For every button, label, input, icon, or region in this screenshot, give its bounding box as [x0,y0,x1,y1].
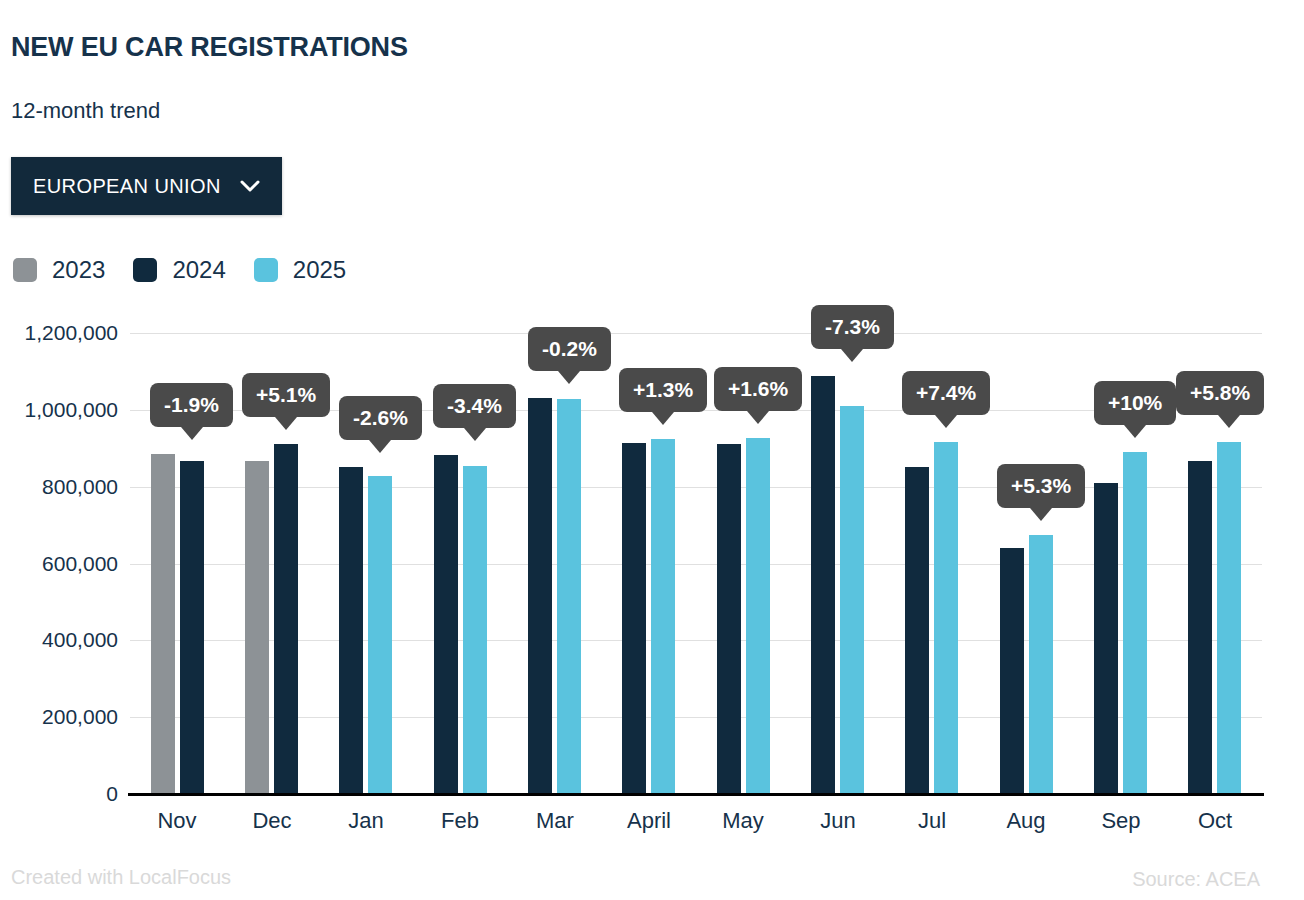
bar-2025-april[interactable] [651,439,675,794]
bar-2025-aug[interactable] [1029,535,1053,794]
page-title: NEW EU CAR REGISTRATIONS [11,32,408,63]
change-tooltip: -1.9% [150,383,233,427]
bar-2024-sep[interactable] [1094,483,1118,794]
region-dropdown[interactable]: EUROPEAN UNION [11,157,282,215]
change-tooltip-tail [369,440,391,453]
bar-2025-oct[interactable] [1217,442,1241,794]
gridline [130,717,1262,718]
x-axis-tick-label: Mar [510,808,600,834]
change-tooltip-tail [1030,508,1052,521]
change-tooltip: +5.3% [997,464,1085,508]
change-tooltip-tail [464,428,486,441]
bar-2024-may[interactable] [717,444,741,794]
bar-2024-aug[interactable] [1000,548,1024,794]
change-tooltip: +1.3% [619,368,707,412]
legend: 2023 2024 2025 [13,256,374,284]
x-axis-tick-label: Feb [415,808,505,834]
x-axis-tick-label: Dec [227,808,317,834]
source-credit: Source: ACEA [1132,868,1260,891]
legend-item-2025: 2025 [254,256,346,284]
y-axis-tick-label: 0 [0,781,118,807]
bar-2024-dec[interactable] [274,444,298,794]
y-axis-tick-label: 1,000,000 [0,397,118,423]
y-axis-tick-label: 200,000 [0,704,118,730]
change-tooltip: -0.2% [528,327,611,371]
y-axis-tick-label: 1,200,000 [0,320,118,346]
y-axis-tick-label: 400,000 [0,627,118,653]
x-axis-tick-label: Jun [793,808,883,834]
change-tooltip-tail [747,411,769,424]
x-axis-tick-label: April [604,808,694,834]
legend-swatch-icon [13,258,37,282]
bar-2025-sep[interactable] [1123,452,1147,794]
change-tooltip: -7.3% [811,305,894,349]
bar-2024-nov[interactable] [180,461,204,794]
legend-swatch-icon [133,258,157,282]
bar-2025-jul[interactable] [934,442,958,794]
bar-2024-feb[interactable] [434,455,458,794]
y-axis-tick-label: 800,000 [0,474,118,500]
region-dropdown-label: EUROPEAN UNION [33,175,221,198]
gridline [130,564,1262,565]
gridline [130,640,1262,641]
x-axis-tick-label: Sep [1076,808,1166,834]
bar-2024-april[interactable] [622,443,646,794]
x-axis-tick-label: Jul [887,808,977,834]
x-axis-tick-label: Nov [132,808,222,834]
change-tooltip: -3.4% [433,384,516,428]
legend-swatch-icon [254,258,278,282]
legend-label: 2023 [52,256,105,284]
x-axis-line [128,793,1264,796]
change-tooltip-tail [652,412,674,425]
x-axis-tick-label: Oct [1170,808,1260,834]
y-axis-tick-label: 600,000 [0,551,118,577]
legend-label: 2025 [293,256,346,284]
change-tooltip: +1.6% [714,367,802,411]
change-tooltip-tail [181,427,203,440]
legend-item-2024: 2024 [133,256,225,284]
change-tooltip-tail [1124,425,1146,438]
change-tooltip-tail [275,417,297,430]
bar-2024-jun[interactable] [811,376,835,794]
x-axis-tick-label: May [698,808,788,834]
bar-2024-jul[interactable] [905,467,929,794]
localfocus-credit[interactable]: Created with LocalFocus [11,866,231,889]
bar-2025-jun[interactable] [840,406,864,794]
change-tooltip-tail [558,371,580,384]
change-tooltip: +10% [1094,381,1176,425]
chevron-down-icon [240,180,260,192]
bar-2023-nov[interactable] [151,454,175,794]
bar-2025-may[interactable] [746,438,770,794]
legend-item-2023: 2023 [13,256,105,284]
chart-page: NEW EU CAR REGISTRATIONS 12-month trend … [0,0,1304,900]
bar-2023-dec[interactable] [245,461,269,794]
x-axis-tick-label: Jan [321,808,411,834]
change-tooltip: +7.4% [902,371,990,415]
bar-2024-mar[interactable] [528,398,552,794]
gridline [130,487,1262,488]
bar-2025-mar[interactable] [557,399,581,794]
change-tooltip-tail [1218,415,1240,428]
change-tooltip: +5.1% [242,373,330,417]
bar-2025-feb[interactable] [463,466,487,794]
change-tooltip: +5.8% [1176,371,1264,415]
gridline [130,333,1262,334]
bar-2024-jan[interactable] [339,467,363,794]
x-axis-tick-label: Aug [981,808,1071,834]
change-tooltip-tail [935,415,957,428]
legend-label: 2024 [172,256,225,284]
change-tooltip: -2.6% [339,396,422,440]
bar-2024-oct[interactable] [1188,461,1212,794]
change-tooltip-tail [841,349,863,362]
chart-subtitle: 12-month trend [11,98,160,124]
bar-2025-jan[interactable] [368,476,392,794]
